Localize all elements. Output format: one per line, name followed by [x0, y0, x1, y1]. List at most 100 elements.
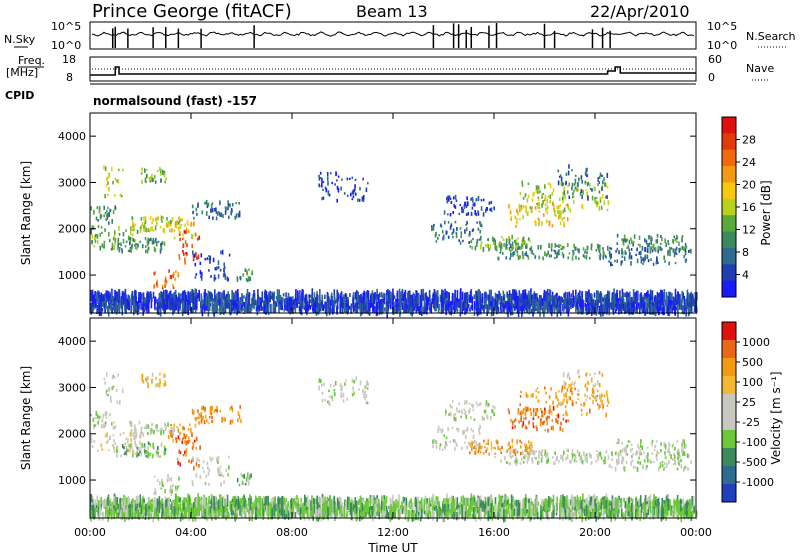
echo-cell: [618, 250, 620, 254]
echo-cell: [521, 244, 523, 248]
echo-cell: [112, 181, 114, 185]
echo-cell: [135, 453, 137, 455]
echo-cell: [276, 296, 278, 300]
echo-cell: [114, 243, 116, 245]
echo-cell: [514, 216, 516, 220]
echo-cell: [149, 239, 151, 242]
echo-cell: [545, 204, 547, 206]
echo-cell: [122, 444, 124, 448]
echo-cell: [121, 300, 123, 305]
echo-cell: [568, 171, 570, 176]
echo-cell: [466, 227, 468, 231]
echo-cell: [334, 183, 336, 185]
echo-cell: [538, 245, 540, 250]
echo-cell: [617, 234, 619, 238]
echo-cell: [188, 460, 190, 463]
echo-cell: [424, 511, 426, 515]
echo-cell: [538, 256, 540, 260]
echo-cell: [583, 247, 585, 250]
echo-cell: [410, 298, 412, 308]
echo-cell: [471, 212, 473, 216]
echo-cell: [527, 198, 529, 203]
colorbar-band: [722, 166, 736, 183]
echo-cell: [571, 169, 573, 171]
echo-cell: [111, 167, 113, 172]
echo-cell: [224, 417, 226, 421]
echo-cell: [201, 275, 203, 278]
echo-cell: [572, 192, 574, 195]
echo-cell: [308, 302, 310, 309]
echo-cell: [179, 432, 181, 435]
echo-cell: [161, 428, 163, 431]
cpid-text: normalsound (fast) -157: [93, 94, 257, 108]
freq-unit-label: [MHz]: [6, 66, 38, 79]
echo-cell: [538, 301, 540, 310]
echo-cell: [343, 506, 345, 518]
echo-cell: [519, 295, 521, 298]
echo-cell: [134, 244, 136, 246]
echo-cell: [302, 289, 304, 302]
echo-cell: [560, 222, 562, 226]
echo-cell: [248, 474, 250, 477]
colorbar-band: [722, 248, 736, 265]
echo-cell: [160, 178, 162, 182]
echo-cell: [559, 176, 561, 178]
echo-cell: [676, 235, 678, 238]
echo-cell: [512, 289, 514, 300]
echo-cell: [100, 293, 102, 302]
echo-cell: [671, 247, 673, 250]
echo-cell: [246, 271, 248, 275]
echo-cell: [158, 305, 160, 316]
echo-cell: [192, 250, 194, 254]
echo-cell: [446, 230, 448, 235]
echo-cell: [544, 198, 546, 201]
echo-cell: [668, 298, 670, 310]
echo-cell: [450, 213, 452, 216]
echo-cell: [460, 288, 462, 301]
echo-cell: [143, 225, 145, 229]
echo-cell: [558, 307, 560, 310]
echo-cell: [157, 216, 159, 220]
echo-cell: [415, 296, 417, 303]
echo-cell: [532, 193, 534, 197]
echo-cell: [146, 174, 148, 179]
echo-cell: [196, 473, 198, 478]
echo-cell: [222, 250, 224, 255]
echo-cell: [552, 296, 554, 307]
echo-cell: [122, 389, 124, 394]
echo-cell: [346, 294, 348, 297]
echo-cell: [599, 191, 601, 194]
echo-cell: [135, 247, 137, 250]
echo-cell: [285, 292, 287, 297]
echo-cell: [225, 295, 227, 302]
echo-cell: [549, 200, 551, 204]
echo-cell: [246, 300, 248, 306]
echo-cell: [193, 217, 195, 220]
echo-cell: [176, 226, 178, 228]
echo-cell: [147, 249, 149, 254]
echo-cell: [574, 247, 576, 251]
echo-cell: [547, 308, 549, 313]
echo-cell: [622, 251, 624, 254]
echo-cell: [554, 210, 556, 213]
echo-cell: [133, 238, 135, 242]
echo-cell: [137, 230, 139, 234]
echo-cell: [114, 245, 116, 248]
echo-cell: [107, 194, 109, 197]
echo-cell: [665, 300, 667, 312]
echo-cell: [462, 240, 464, 242]
echo-cell: [330, 172, 332, 175]
echo-cell: [552, 203, 554, 206]
echo-cell: [107, 394, 109, 396]
echo-cell: [142, 432, 144, 435]
echo-cell: [476, 198, 478, 201]
colorbar-tick-label: 8: [742, 246, 749, 259]
echo-cell: [246, 477, 248, 482]
echo-cell: [132, 234, 134, 236]
echo-cell: [660, 298, 662, 311]
echo-cell: [458, 213, 460, 215]
echo-cell: [160, 248, 162, 250]
echo-cell: [229, 407, 231, 411]
echo-cell: [197, 409, 199, 412]
echo-cell: [513, 251, 515, 253]
